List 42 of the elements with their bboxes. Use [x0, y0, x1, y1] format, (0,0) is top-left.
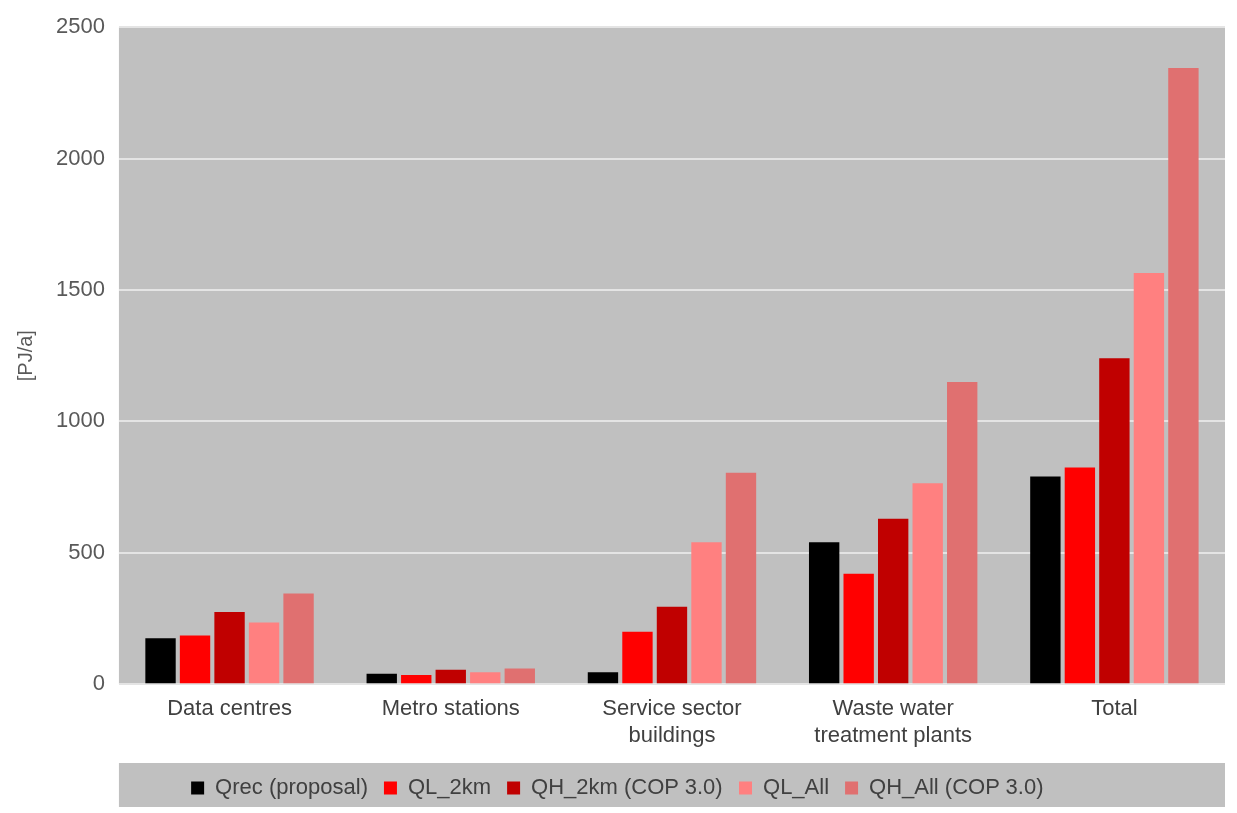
x-tick-label: Metro stations [381, 695, 520, 721]
bar [912, 483, 943, 684]
bar [1030, 476, 1061, 684]
y-tick-label: 500 [68, 538, 105, 564]
bar [248, 622, 280, 684]
bar [435, 669, 466, 684]
bar [587, 672, 619, 684]
bar [725, 472, 757, 684]
bar [504, 668, 535, 684]
y-tick-label: 1500 [55, 276, 105, 302]
legend-label: QH_2km (COP 3.0) [531, 774, 723, 800]
bar [878, 518, 909, 684]
bar [1099, 358, 1130, 684]
bar [1168, 67, 1199, 684]
bar [283, 593, 314, 684]
bar [366, 673, 397, 684]
legend-label: QL_2km [407, 774, 492, 800]
y-axis-title: [PJ/a] [13, 330, 36, 382]
bar [808, 542, 840, 684]
bar [947, 381, 978, 684]
x-tick-label: Waste water treatment plants [814, 695, 973, 747]
bar [1064, 467, 1096, 684]
bar [622, 631, 653, 684]
bar [401, 675, 432, 684]
bar [656, 606, 688, 684]
bar [145, 638, 176, 684]
bar [470, 672, 501, 684]
y-tick-label: 0 [92, 670, 105, 696]
x-tick-label: Service sector buildings [602, 695, 742, 747]
bar [214, 611, 245, 684]
bar [1133, 272, 1165, 684]
bar [691, 542, 722, 684]
y-tick-label: 2500 [55, 13, 105, 39]
bar [179, 635, 211, 684]
legend-label: QL_All [763, 774, 830, 800]
bar [843, 573, 874, 684]
legend-label: Qrec (proposal) [215, 774, 368, 800]
legend-label: QH_All (COP 3.0) [869, 774, 1044, 800]
x-tick-label: Data centres [167, 695, 292, 721]
x-tick-label: Total [1091, 695, 1138, 721]
y-tick-label: 1000 [55, 407, 105, 433]
y-tick-label: 2000 [55, 144, 105, 170]
